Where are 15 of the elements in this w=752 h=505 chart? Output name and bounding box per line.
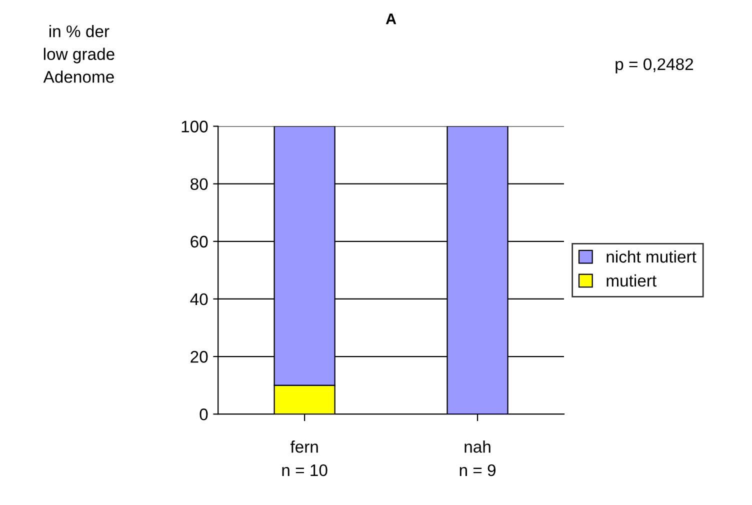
- y-tick-label: 20: [190, 350, 208, 363]
- legend-label: mutiert: [606, 274, 656, 287]
- y-axis-title: in % der low grade Adenome: [43, 25, 114, 83]
- y-tick-label: 0: [200, 408, 208, 420]
- chart-title: A: [386, 14, 396, 24]
- text: p = 0,2482: [616, 58, 694, 74]
- text: n = 10: [282, 464, 328, 476]
- x-tick-label: nah: [464, 440, 490, 453]
- x-tick-label: fern: [290, 440, 318, 453]
- legend-label: nicht mutiert: [606, 250, 696, 263]
- text: n = 9: [460, 464, 496, 476]
- y-tick-label: 100: [182, 120, 208, 132]
- y-tick-label: 40: [190, 293, 208, 306]
- y-tick-label: 60: [190, 236, 208, 248]
- y-tick-label: 80: [190, 178, 208, 190]
